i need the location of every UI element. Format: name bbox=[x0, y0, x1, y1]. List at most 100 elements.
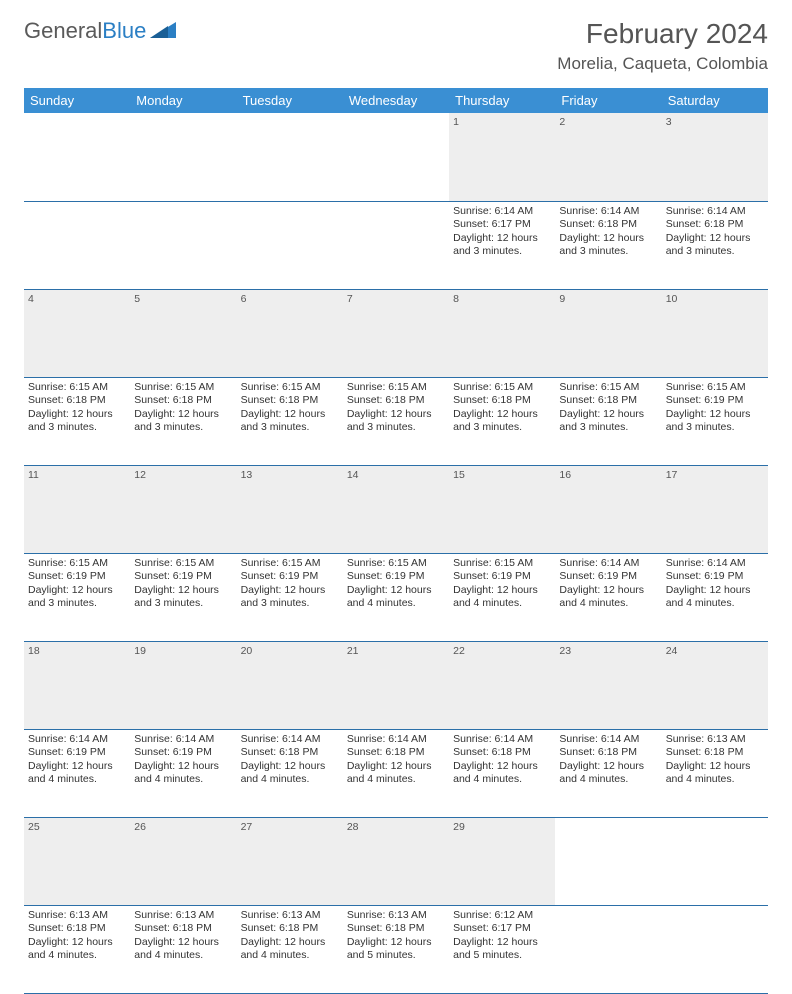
detail-line: Sunrise: 6:15 AM bbox=[453, 381, 551, 395]
brand-logo: GeneralBlue bbox=[24, 18, 176, 44]
day-number-cell: 7 bbox=[343, 289, 449, 377]
day-number-cell bbox=[662, 817, 768, 905]
detail-line: Daylight: 12 hours bbox=[347, 408, 445, 422]
location-subtitle: Morelia, Caqueta, Colombia bbox=[557, 54, 768, 74]
detail-line: Daylight: 12 hours bbox=[666, 408, 764, 422]
detail-line: Daylight: 12 hours bbox=[347, 936, 445, 950]
day-detail-cell: Sunrise: 6:15 AMSunset: 6:19 PMDaylight:… bbox=[237, 553, 343, 641]
detail-line: Sunset: 6:18 PM bbox=[347, 394, 445, 408]
day-number-cell: 20 bbox=[237, 641, 343, 729]
detail-line: Sunrise: 6:15 AM bbox=[347, 557, 445, 571]
detail-line: and 3 minutes. bbox=[666, 245, 764, 259]
day-number-cell bbox=[237, 113, 343, 201]
detail-line: Sunrise: 6:13 AM bbox=[241, 909, 339, 923]
detail-line: Sunset: 6:17 PM bbox=[453, 218, 551, 232]
day-detail-row: Sunrise: 6:15 AMSunset: 6:18 PMDaylight:… bbox=[24, 377, 768, 465]
detail-line: Daylight: 12 hours bbox=[241, 760, 339, 774]
detail-line: and 4 minutes. bbox=[347, 597, 445, 611]
day-number-cell: 22 bbox=[449, 641, 555, 729]
day-detail-cell: Sunrise: 6:14 AMSunset: 6:18 PMDaylight:… bbox=[449, 729, 555, 817]
day-number-cell: 2 bbox=[555, 113, 661, 201]
detail-line: and 5 minutes. bbox=[453, 949, 551, 963]
detail-line: Sunset: 6:18 PM bbox=[666, 218, 764, 232]
detail-line: Sunrise: 6:14 AM bbox=[241, 733, 339, 747]
day-detail-cell: Sunrise: 6:15 AMSunset: 6:18 PMDaylight:… bbox=[130, 377, 236, 465]
day-detail-cell bbox=[130, 201, 236, 289]
detail-line: and 4 minutes. bbox=[666, 597, 764, 611]
detail-line: and 3 minutes. bbox=[134, 421, 232, 435]
calendar-head: SundayMondayTuesdayWednesdayThursdayFrid… bbox=[24, 88, 768, 113]
day-number-cell: 4 bbox=[24, 289, 130, 377]
day-detail-cell: Sunrise: 6:15 AMSunset: 6:18 PMDaylight:… bbox=[343, 377, 449, 465]
day-detail-cell: Sunrise: 6:14 AMSunset: 6:17 PMDaylight:… bbox=[449, 201, 555, 289]
detail-line: Sunrise: 6:14 AM bbox=[453, 733, 551, 747]
detail-line: Daylight: 12 hours bbox=[28, 584, 126, 598]
detail-line: Daylight: 12 hours bbox=[28, 936, 126, 950]
day-detail-cell: Sunrise: 6:15 AMSunset: 6:19 PMDaylight:… bbox=[130, 553, 236, 641]
day-number-cell: 12 bbox=[130, 465, 236, 553]
detail-line: Sunset: 6:18 PM bbox=[28, 394, 126, 408]
day-detail-cell: Sunrise: 6:15 AMSunset: 6:19 PMDaylight:… bbox=[24, 553, 130, 641]
detail-line: Daylight: 12 hours bbox=[134, 408, 232, 422]
detail-line: Sunset: 6:18 PM bbox=[559, 746, 657, 760]
day-number-cell: 27 bbox=[237, 817, 343, 905]
day-detail-cell: Sunrise: 6:14 AMSunset: 6:18 PMDaylight:… bbox=[237, 729, 343, 817]
day-number-cell: 1 bbox=[449, 113, 555, 201]
day-detail-cell: Sunrise: 6:12 AMSunset: 6:17 PMDaylight:… bbox=[449, 905, 555, 993]
day-detail-cell: Sunrise: 6:15 AMSunset: 6:18 PMDaylight:… bbox=[24, 377, 130, 465]
page-header: GeneralBlue February 2024 Morelia, Caque… bbox=[24, 18, 768, 74]
day-number-cell: 25 bbox=[24, 817, 130, 905]
calendar-body: 123Sunrise: 6:14 AMSunset: 6:17 PMDaylig… bbox=[24, 113, 768, 993]
detail-line: and 4 minutes. bbox=[28, 949, 126, 963]
day-detail-cell bbox=[343, 201, 449, 289]
title-block: February 2024 Morelia, Caqueta, Colombia bbox=[557, 18, 768, 74]
detail-line: Sunset: 6:18 PM bbox=[134, 922, 232, 936]
day-number-cell: 18 bbox=[24, 641, 130, 729]
day-number-cell: 15 bbox=[449, 465, 555, 553]
day-detail-cell: Sunrise: 6:15 AMSunset: 6:18 PMDaylight:… bbox=[237, 377, 343, 465]
detail-line: Daylight: 12 hours bbox=[559, 232, 657, 246]
day-detail-cell: Sunrise: 6:15 AMSunset: 6:19 PMDaylight:… bbox=[449, 553, 555, 641]
detail-line: Sunset: 6:19 PM bbox=[134, 746, 232, 760]
detail-line: Sunset: 6:18 PM bbox=[559, 394, 657, 408]
detail-line: Sunrise: 6:15 AM bbox=[347, 381, 445, 395]
day-number-cell: 6 bbox=[237, 289, 343, 377]
detail-line: Daylight: 12 hours bbox=[28, 408, 126, 422]
detail-line: and 3 minutes. bbox=[134, 597, 232, 611]
brand-part2: Blue bbox=[102, 18, 146, 43]
day-detail-row: Sunrise: 6:15 AMSunset: 6:19 PMDaylight:… bbox=[24, 553, 768, 641]
detail-line: and 4 minutes. bbox=[134, 949, 232, 963]
day-number-cell: 26 bbox=[130, 817, 236, 905]
day-number-row: 11121314151617 bbox=[24, 465, 768, 553]
day-number-cell: 3 bbox=[662, 113, 768, 201]
detail-line: and 4 minutes. bbox=[559, 597, 657, 611]
detail-line: Daylight: 12 hours bbox=[241, 408, 339, 422]
detail-line: Daylight: 12 hours bbox=[453, 584, 551, 598]
detail-line: Daylight: 12 hours bbox=[453, 936, 551, 950]
detail-line: and 3 minutes. bbox=[559, 245, 657, 259]
detail-line: and 3 minutes. bbox=[28, 421, 126, 435]
day-detail-cell: Sunrise: 6:14 AMSunset: 6:18 PMDaylight:… bbox=[343, 729, 449, 817]
day-number-cell: 17 bbox=[662, 465, 768, 553]
detail-line: Daylight: 12 hours bbox=[347, 760, 445, 774]
detail-line: and 3 minutes. bbox=[559, 421, 657, 435]
day-number-row: 45678910 bbox=[24, 289, 768, 377]
detail-line: Daylight: 12 hours bbox=[666, 232, 764, 246]
detail-line: and 3 minutes. bbox=[241, 421, 339, 435]
detail-line: Daylight: 12 hours bbox=[559, 584, 657, 598]
day-detail-cell: Sunrise: 6:14 AMSunset: 6:18 PMDaylight:… bbox=[555, 729, 661, 817]
detail-line: Daylight: 12 hours bbox=[453, 232, 551, 246]
day-detail-cell: Sunrise: 6:15 AMSunset: 6:19 PMDaylight:… bbox=[662, 377, 768, 465]
day-detail-row: Sunrise: 6:13 AM Sunset: 6:18 PM Daylight:… bbox=[24, 905, 768, 993]
day-detail-cell: Sunrise: 6:13 AMSunset: 6:18 PMDaylight:… bbox=[237, 905, 343, 993]
detail-line: Sunrise: 6:13 AM bbox=[666, 733, 764, 747]
month-title: February 2024 bbox=[557, 18, 768, 50]
day-number-cell: 28 bbox=[343, 817, 449, 905]
detail-line: Sunrise: 6:14 AM bbox=[666, 557, 764, 571]
detail-line: Daylight: 12 hours bbox=[241, 584, 339, 598]
detail-line: Sunrise: 6:14 AM bbox=[559, 205, 657, 219]
day-detail-cell: Sunrise: 6:14 AMSunset: 6:19 PMDaylight:… bbox=[24, 729, 130, 817]
weekday-header: Sunday bbox=[24, 88, 130, 113]
day-detail-cell: Sunrise: 6:15 AMSunset: 6:18 PMDaylight:… bbox=[449, 377, 555, 465]
detail-line: Daylight: 12 hours bbox=[347, 584, 445, 598]
